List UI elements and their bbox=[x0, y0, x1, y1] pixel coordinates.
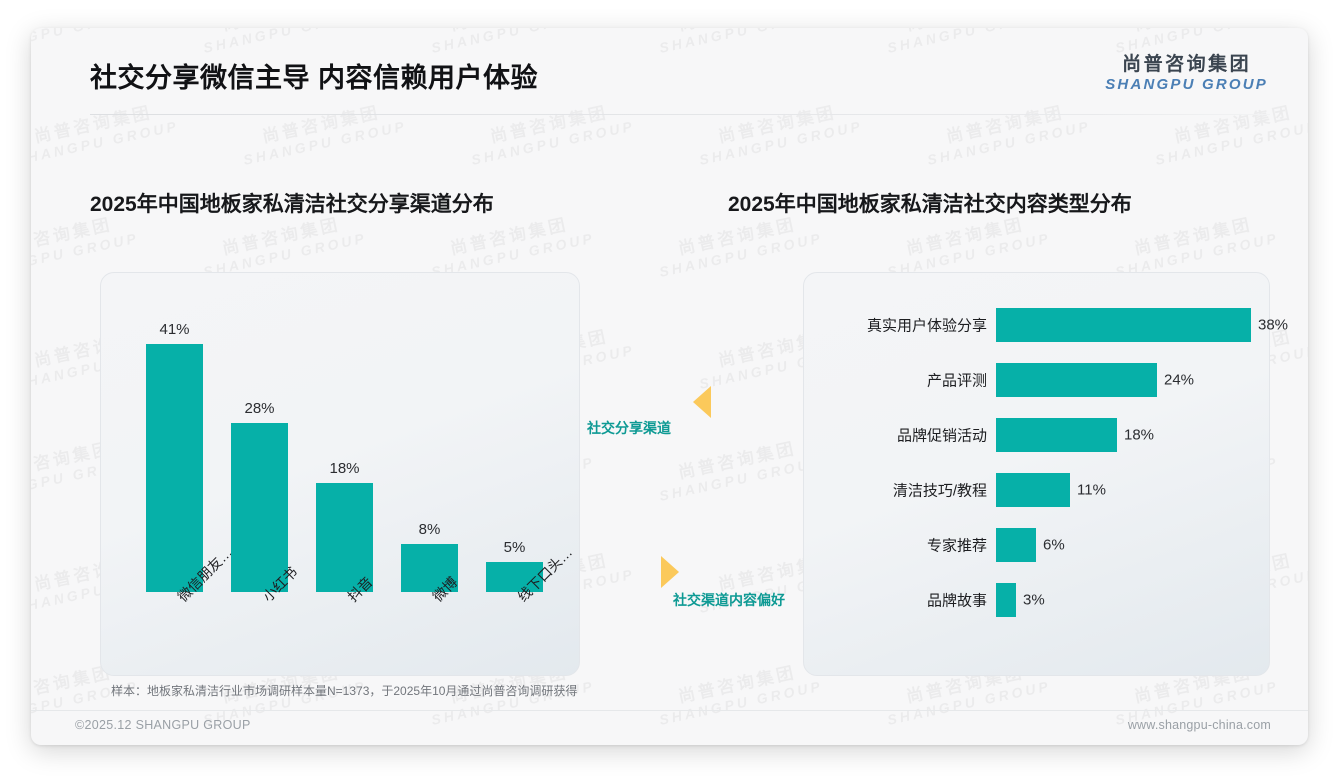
bar-value-label: 3% bbox=[1023, 591, 1045, 609]
vertical-bar-chart-panel: 41% 微信朋友… 28% 小红书 18% 抖音 8% 微博 5% 线下口头… bbox=[100, 272, 580, 676]
callout-left-label: 社交分享渠道 bbox=[587, 420, 671, 436]
logo-chinese-text: 尚普咨询集团 bbox=[1122, 54, 1252, 75]
bar-category-label: 清洁技巧/教程 bbox=[892, 482, 987, 500]
bar-value-label: 8% bbox=[418, 521, 441, 538]
bar-category-label: 产品评测 bbox=[926, 372, 987, 390]
bar-item: 真实用户体验分享 38% bbox=[804, 308, 1288, 342]
bar bbox=[401, 544, 458, 592]
bar-item: 5% 线下口头… bbox=[486, 539, 575, 605]
bar bbox=[486, 562, 543, 592]
bar-category-label: 专家推荐 bbox=[926, 537, 987, 555]
bar-item: 18% 抖音 bbox=[316, 460, 375, 605]
footer-divider bbox=[31, 710, 1308, 711]
slide-header: 社交分享微信主导 内容信赖用户体验 尚普咨询集团 SHANGPU GROUP bbox=[31, 28, 1308, 120]
bar bbox=[996, 528, 1036, 562]
bar bbox=[996, 418, 1117, 452]
horizontal-bar-chart-panel: 真实用户体验分享 38% 产品评测 24% 品牌促销活动 18% 清洁技巧/教程 11% 专家推… bbox=[803, 272, 1288, 676]
bar-value-label: 5% bbox=[503, 539, 526, 556]
bar bbox=[316, 483, 373, 592]
triangle-right-icon bbox=[661, 556, 679, 588]
sample-footnote: 样本：地板家私清洁行业市场调研样本量N=1373，于2025年10月通过尚普咨询… bbox=[111, 684, 578, 698]
logo-english-text: SHANGPU GROUP bbox=[1105, 75, 1268, 93]
bar-value-label: 41% bbox=[159, 321, 190, 338]
right-chart-title: 2025年中国地板家私清洁社交内容类型分布 bbox=[728, 193, 1132, 216]
bar bbox=[146, 344, 203, 592]
bar bbox=[996, 363, 1157, 397]
vertical-bar-chart: 41% 微信朋友… 28% 小红书 18% 抖音 8% 微博 5% 线下口头… bbox=[101, 273, 579, 675]
bar-item: 产品评测 24% bbox=[804, 363, 1269, 397]
left-chart-title: 2025年中国地板家私清洁社交分享渠道分布 bbox=[90, 193, 494, 216]
bar-item: 28% 小红书 bbox=[231, 400, 300, 605]
bar-category-label: 真实用户体验分享 bbox=[866, 317, 987, 335]
bar-item: 品牌促销活动 18% bbox=[804, 418, 1269, 452]
bar-item: 专家推荐 6% bbox=[804, 528, 1269, 562]
bar-value-label: 24% bbox=[1164, 371, 1195, 389]
bar bbox=[996, 308, 1251, 342]
bar-item: 41% 微信朋友… bbox=[146, 321, 235, 605]
bar-value-label: 18% bbox=[329, 460, 360, 477]
bar-item: 清洁技巧/教程 11% bbox=[804, 473, 1269, 507]
copyright-text: ©2025.12 SHANGPU GROUP bbox=[75, 718, 251, 732]
bar-value-label: 18% bbox=[1124, 426, 1155, 444]
bar-category-label: 品牌促销活动 bbox=[896, 427, 987, 445]
bar-category-label: 品牌故事 bbox=[926, 592, 987, 610]
triangle-left-icon bbox=[693, 386, 711, 418]
bar bbox=[231, 423, 288, 592]
bar-value-label: 6% bbox=[1043, 536, 1065, 554]
website-text: www.shangpu-china.com bbox=[1127, 718, 1271, 732]
bar-value-label: 28% bbox=[244, 400, 275, 417]
bar-item: 8% 微博 bbox=[401, 521, 460, 605]
bar-item: 品牌故事 3% bbox=[804, 583, 1269, 617]
header-divider bbox=[90, 114, 1270, 115]
bar-value-label: 11% bbox=[1077, 481, 1106, 499]
bar bbox=[996, 583, 1016, 617]
horizontal-bar-chart: 真实用户体验分享 38% 产品评测 24% 品牌促销活动 18% 清洁技巧/教程 11% 专家推… bbox=[804, 273, 1288, 675]
callout-right-label: 社交渠道内容偏好 bbox=[673, 592, 785, 608]
page-title: 社交分享微信主导 内容信赖用户体验 bbox=[90, 63, 539, 93]
bar-value-label: 38% bbox=[1258, 316, 1289, 334]
company-logo: 尚普咨询集团 SHANGPU GROUP bbox=[1105, 54, 1268, 94]
bar bbox=[996, 473, 1070, 507]
